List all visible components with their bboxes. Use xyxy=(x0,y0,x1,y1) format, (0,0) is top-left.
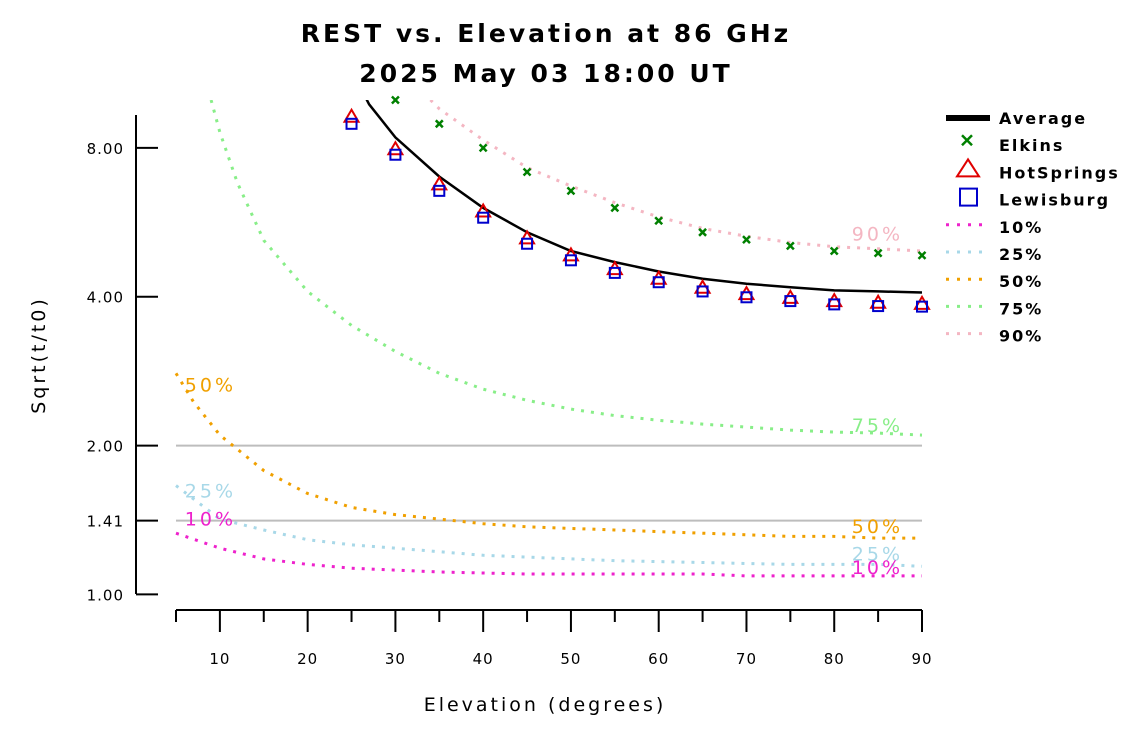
series-10pct-line xyxy=(175,531,922,578)
legend-item-hotsprings: HotSprings xyxy=(955,157,1120,182)
reference-lines xyxy=(176,444,922,522)
legend-label: 25% xyxy=(999,245,1043,264)
legend-label: 75% xyxy=(999,299,1043,318)
curve-labels: 50%25%10%90%75%50%25%10% xyxy=(185,223,903,579)
y-ticks: 1.00 1.41 2.00 4.00 8.00 xyxy=(87,140,158,604)
series-elkins-point xyxy=(917,250,927,260)
legend-label: HotSprings xyxy=(999,163,1120,182)
axes xyxy=(135,115,922,611)
series-lewisburg-point xyxy=(564,254,577,267)
series-lewisburg-point xyxy=(784,295,797,308)
series-elkins-point xyxy=(610,203,620,213)
series-elkins-point xyxy=(829,246,839,256)
legend-swatch xyxy=(959,187,978,207)
y-tick-label: 8.00 xyxy=(87,140,124,158)
legend-label: Elkins xyxy=(999,136,1064,155)
series-elkins-point xyxy=(566,186,576,196)
series-hotsprings-point xyxy=(430,175,449,191)
legend-item-75pct: 75% xyxy=(946,299,1043,318)
curve-label-90pct: 90% xyxy=(852,223,903,245)
series-elkins-point xyxy=(391,95,400,105)
series-75pct-line xyxy=(209,100,923,437)
curve-label-10pct: 10% xyxy=(185,508,236,530)
series-lewisburg-point xyxy=(916,300,928,313)
series-elkins-point xyxy=(654,216,664,226)
y-tick-label: 1.00 xyxy=(87,586,124,604)
legend-item-10pct: 10% xyxy=(946,218,1043,237)
curve-label-75pct: 75% xyxy=(852,415,903,437)
legend-item-elkins: Elkins xyxy=(961,134,1064,155)
x-tick-label: 70 xyxy=(736,650,757,668)
y-tick-label: 2.00 xyxy=(87,438,124,456)
curve-label-10pct: 10% xyxy=(852,557,903,579)
x-axis-label: Elevation (degrees) xyxy=(424,694,667,716)
y-tick-label: 1.41 xyxy=(87,513,124,531)
x-tick-label: 40 xyxy=(473,650,494,668)
x-tick-label: 20 xyxy=(297,650,318,668)
series-lewisburg-point xyxy=(828,298,841,311)
series-hotsprings-point xyxy=(342,107,361,123)
curve-label-25pct: 25% xyxy=(852,544,903,566)
series-elkins-point xyxy=(742,235,751,244)
series-lewisburg-point xyxy=(389,148,402,161)
series-elkins-point xyxy=(434,119,444,129)
legend-item-90pct: 90% xyxy=(946,327,1043,346)
y-axis-label: Sqrt(t/t0) xyxy=(28,296,50,414)
x-ticks: 10 20 30 40 50 60 70 80 90 xyxy=(175,610,932,668)
series-elkins-point xyxy=(478,143,488,153)
series-hotsprings-point xyxy=(474,202,492,218)
series-50pct-line xyxy=(174,372,922,540)
curve-label-25pct: 25% xyxy=(185,481,236,503)
series-layer xyxy=(174,100,923,578)
curve-label-50pct: 50% xyxy=(185,375,236,397)
x-tick-label: 50 xyxy=(560,650,581,668)
series-lewisburg-point xyxy=(521,237,534,250)
legend-label: Lewisburg xyxy=(999,191,1110,210)
series-lewisburg-point xyxy=(696,285,709,298)
legend-label: Average xyxy=(999,109,1087,128)
x-tick-label: 10 xyxy=(209,650,230,668)
series-elkins-point xyxy=(522,167,532,177)
legend-label: 90% xyxy=(999,327,1043,346)
curve-label-50pct: 50% xyxy=(852,516,903,538)
series-lewisburg-point xyxy=(740,291,753,304)
x-tick-label: 60 xyxy=(648,650,669,668)
legend-label: 10% xyxy=(999,218,1043,237)
series-lewisburg-point xyxy=(433,184,446,197)
markers-layer xyxy=(342,95,931,313)
legend-item-25pct: 25% xyxy=(946,245,1043,264)
series-hotsprings-point xyxy=(518,229,536,245)
series-elkins-point xyxy=(785,241,795,251)
legend-item-lewisburg: Lewisburg xyxy=(959,187,1110,210)
series-elkins-point xyxy=(873,248,883,258)
y-tick-label: 4.00 xyxy=(87,289,124,307)
series-elkins-point xyxy=(698,227,707,237)
series-hotsprings-point xyxy=(913,294,931,310)
chart-title: REST vs. Elevation at 86 GHz xyxy=(301,19,791,48)
chart-subtitle: 2025 May 03 18:00 UT xyxy=(359,59,732,88)
legend: Average Elkins HotSprings Lewisburg 10% 25% 50… xyxy=(946,109,1120,346)
series-lewisburg-point xyxy=(345,117,358,130)
legend-swatch xyxy=(961,134,973,147)
series-25pct-line xyxy=(175,484,923,568)
series-lewisburg-point xyxy=(608,266,621,279)
x-tick-label: 80 xyxy=(824,650,845,668)
x-tick-label: 30 xyxy=(385,650,406,668)
series-lewisburg-point xyxy=(477,211,490,224)
x-tick-label: 90 xyxy=(911,650,932,668)
series-90pct-line xyxy=(429,100,923,253)
legend-label: 50% xyxy=(999,272,1043,291)
legend-swatch xyxy=(955,157,981,178)
legend-item-50pct: 50% xyxy=(946,272,1043,291)
legend-item-average: Average xyxy=(946,109,1087,128)
series-hotsprings-point xyxy=(386,140,405,156)
series-lewisburg-point xyxy=(872,300,885,313)
series-lewisburg-point xyxy=(652,276,665,289)
